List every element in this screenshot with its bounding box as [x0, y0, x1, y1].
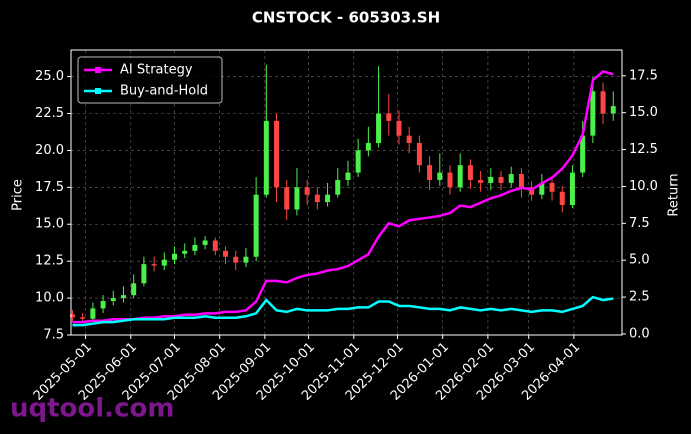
candle-body [223, 250, 229, 257]
candle-body [427, 165, 433, 180]
y2-tick-label: 0.0 [629, 326, 650, 341]
candle-body [80, 317, 86, 319]
candle-body [508, 174, 514, 183]
y2-tick-label: 12.5 [629, 142, 658, 157]
y-tick-label: 17.5 [35, 180, 64, 195]
candle-body [212, 240, 218, 251]
y2-tick-label: 17.5 [629, 68, 658, 83]
candle-body [345, 172, 351, 180]
y-tick-label: 12.5 [35, 254, 64, 269]
candle-body [171, 253, 177, 260]
y-tick-label: 20.0 [35, 143, 64, 158]
legend-box [77, 56, 223, 104]
candle-body [457, 165, 463, 188]
candle-body [314, 194, 320, 203]
candle-body [569, 172, 575, 206]
y2-tick-label: 7.5 [629, 216, 650, 231]
candle-body [365, 143, 371, 151]
candle-body [467, 165, 473, 180]
y2-tick-label: 2.5 [629, 290, 650, 305]
candle-body [161, 259, 167, 266]
candle-body [253, 194, 259, 257]
candle-body [182, 250, 188, 254]
candle-body [478, 179, 484, 183]
candle-body [539, 182, 545, 195]
candle-body [284, 187, 290, 210]
candle-body [376, 113, 382, 144]
candle-body [447, 172, 453, 188]
chart-title: CNSTOCK - 605303.SH [252, 9, 440, 27]
legend-marker [95, 67, 101, 73]
candle-body [131, 283, 137, 296]
candle-body [202, 240, 208, 245]
y-tick-label: 25.0 [35, 69, 64, 84]
candle-body [355, 150, 361, 173]
y-tick-label: 15.0 [35, 217, 64, 232]
y2-tick-label: 15.0 [629, 105, 658, 120]
y-tick-label: 7.5 [43, 328, 64, 343]
candle-body [151, 264, 157, 266]
candle-body [192, 244, 198, 251]
candle-body [120, 295, 126, 299]
candle-body [274, 120, 280, 188]
legend-label: Buy-and-Hold [120, 84, 208, 99]
candle-body [559, 191, 565, 206]
y2-tick-label: 10.0 [629, 179, 658, 194]
candle-body [498, 176, 504, 183]
candle-body [294, 187, 300, 210]
candle-body [580, 135, 586, 173]
candle-body [437, 172, 443, 180]
candle-body [263, 120, 269, 195]
candle-body [406, 135, 412, 144]
candle-body [100, 301, 106, 309]
candle-body [396, 120, 402, 136]
legend-marker [95, 88, 101, 94]
candle-body [416, 143, 422, 166]
candle-body [610, 106, 616, 114]
candle-body [304, 187, 310, 195]
return-line [72, 70, 614, 324]
candle-body [141, 264, 147, 284]
return-line [72, 295, 614, 327]
legend-label: AI Strategy [120, 63, 193, 78]
candle-body [110, 298, 116, 302]
candle-body [518, 174, 524, 188]
candle-body [590, 91, 596, 136]
y-tick-label: 22.5 [35, 106, 64, 121]
candle-body [386, 113, 392, 121]
y-axis-label: Price [11, 179, 26, 211]
y-tick-label: 10.0 [35, 291, 64, 306]
candle-body [529, 187, 535, 195]
candle-body [600, 91, 606, 114]
plot-frame [70, 49, 623, 336]
candle-body [243, 256, 249, 263]
watermark: uqtool.com [10, 394, 174, 424]
candle-body [233, 256, 239, 263]
y2-tick-label: 5.0 [629, 253, 650, 268]
candle-body [90, 308, 96, 319]
y2-axis-label: Return [667, 173, 682, 216]
candle-body [488, 176, 494, 183]
candle-body [69, 314, 75, 318]
candle-body [325, 194, 331, 203]
candle-body [335, 179, 341, 195]
candle-body [549, 182, 555, 192]
